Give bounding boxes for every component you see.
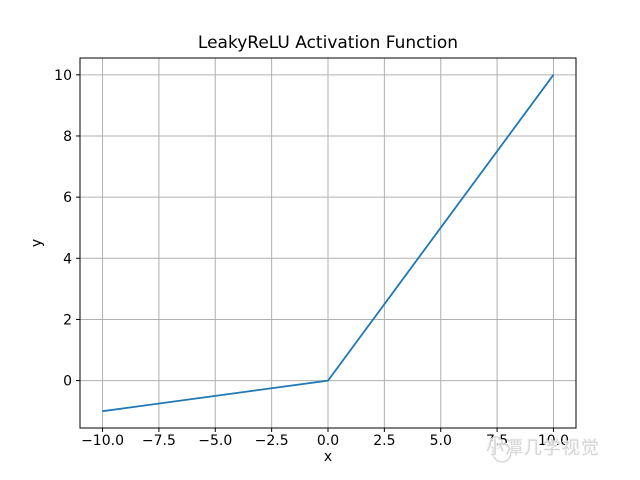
x-tick-label: −10.0 — [81, 433, 124, 449]
x-tick-label: −7.5 — [142, 433, 176, 449]
y-tick-label: 6 — [63, 190, 72, 206]
x-tick-label: 7.5 — [486, 433, 508, 449]
x-tick-label: −5.0 — [198, 433, 232, 449]
y-tick-label: 2 — [63, 312, 72, 328]
x-tick-label: 5.0 — [430, 433, 452, 449]
x-tick-label: 0.0 — [317, 433, 339, 449]
x-tick-label: 2.5 — [373, 433, 395, 449]
x-tick-label: 10.0 — [538, 433, 569, 449]
y-axis-label: y — [29, 238, 45, 248]
chart-title: LeakyReLU Activation Function — [197, 33, 459, 53]
x-axis-label: x — [323, 449, 333, 465]
y-tick-label: 8 — [63, 129, 72, 145]
x-tick-label: −2.5 — [255, 433, 289, 449]
leakyrelu-line — [102, 74, 555, 413]
y-tick-label: 4 — [63, 251, 72, 267]
y-tick-label: 10 — [54, 68, 72, 84]
y-tick-label: 0 — [63, 374, 72, 390]
